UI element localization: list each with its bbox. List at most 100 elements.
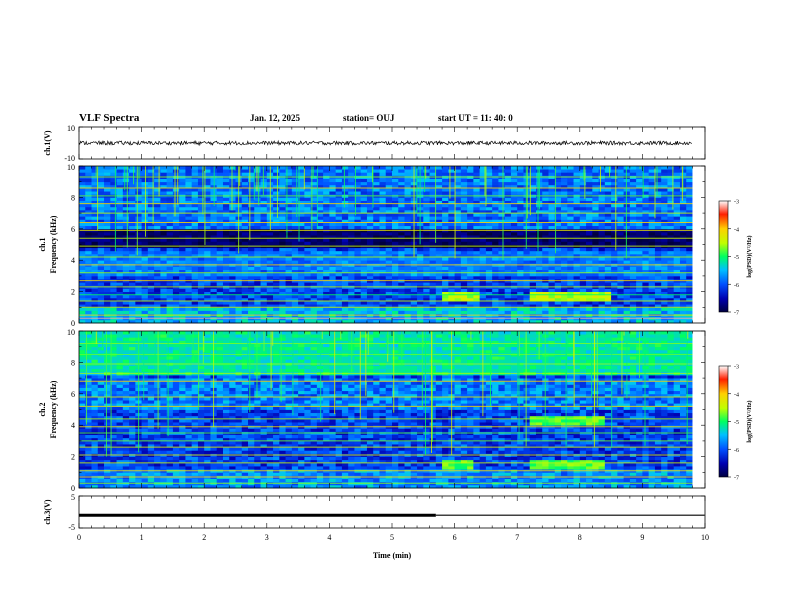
ch1-spectrogram-cell <box>241 200 249 205</box>
ch1-spectrogram-cell <box>504 203 512 208</box>
ch1-spectrogram-cell <box>385 191 393 195</box>
ch1-spectrogram-cell <box>535 260 543 264</box>
ch1-spectrogram-cell <box>623 260 631 264</box>
ch1-spectrogram-cell <box>291 238 299 242</box>
ch1-spectrogram-cell <box>104 275 111 280</box>
ch1-spectrogram-cell <box>298 301 305 305</box>
ch1-spectrogram-cell <box>510 319 518 324</box>
ch1-spectrogram-cell <box>360 191 368 195</box>
ch1-spectrogram-cell <box>166 169 174 173</box>
ch1-spectrogram-cell <box>454 209 462 214</box>
ch1-spectrogram-cell <box>604 187 612 192</box>
ch1-spectrogram-cell <box>554 181 562 186</box>
ch1-spectrogram-cell <box>623 291 631 296</box>
ch1-spectrogram-cell <box>398 172 405 176</box>
ch1-spectrogram-cell <box>191 291 199 296</box>
ch1-spectrogram-cell <box>248 169 255 173</box>
ch1-spectrogram-cell <box>679 269 687 274</box>
ch1-spectrogram-cell <box>423 187 430 192</box>
ch1-spectrogram-cell <box>636 238 643 242</box>
ch1-spectrogram-cell <box>79 225 86 230</box>
ch1-spectrogram-cell <box>79 275 86 280</box>
ch1-spectrogram-cell <box>611 216 618 220</box>
ch1-spectrogram-cell <box>542 250 549 255</box>
ch1-spectrogram-cell <box>385 307 393 311</box>
ch1-spectrogram-cell <box>116 307 124 311</box>
ch1-spectrogram-cell <box>104 238 111 242</box>
ch1-spectrogram-cell <box>122 250 130 255</box>
ch1-spectrogram-cell <box>373 301 380 305</box>
ch1-spectrogram-cell <box>604 213 612 217</box>
ch1-spectrogram-cell <box>197 319 205 324</box>
ch1-spectrogram-cell <box>460 301 468 305</box>
ch1-spectrogram-cell <box>235 253 243 258</box>
ch1-spectrogram-cell <box>579 209 587 214</box>
ch1-spectrogram-cell <box>435 275 443 280</box>
ch1-spectrogram-cell <box>179 235 186 239</box>
ch1-spectrogram-cell <box>341 257 349 261</box>
ch1-spectrogram-cell <box>316 203 324 208</box>
ch1-spectrogram-cell <box>304 253 312 258</box>
ch1-spectrogram-cell <box>285 166 293 170</box>
ch1-spectrogram-cell <box>116 297 124 302</box>
ch1-spectrogram-cell <box>623 213 631 217</box>
ch1-spectrogram-cell <box>147 253 155 258</box>
ch1-spectrogram-cell <box>686 213 693 217</box>
ch1-spectrogram-cell <box>523 219 531 223</box>
ch1-spectrogram-cell <box>191 288 199 292</box>
ch1-spectrogram-cell <box>623 184 631 189</box>
ch1-spectrogram-cell <box>561 209 568 214</box>
ch1-spectrogram-cell <box>485 260 493 264</box>
ch1-spectrogram-cell <box>179 169 186 173</box>
ch1-spectrogram-cell <box>254 206 261 211</box>
ch1-spectrogram-cell <box>229 257 236 261</box>
ch1-spectrogram-cell <box>335 307 343 311</box>
ch1-spectrogram-cell <box>248 250 255 255</box>
ch1-spectrogram-cell <box>110 307 117 311</box>
ch1-spectrogram-cell <box>592 250 599 255</box>
ch1-spectrogram-cell <box>392 275 399 280</box>
ch1-spectrogram-cell <box>110 238 117 242</box>
ch1-spectrogram-cell <box>510 213 518 217</box>
ch1-spectrogram-cell <box>279 301 286 305</box>
ch1-spectrogram-cell <box>216 282 224 286</box>
ch1-spectrogram-cell <box>310 272 318 277</box>
ch1-spectrogram-cell <box>141 307 149 311</box>
ch1-spectrogram-cell <box>116 235 124 239</box>
ch1-spectrogram-cell <box>273 272 280 277</box>
ch1-spectrogram-cell <box>191 200 199 205</box>
ch1-spectrogram-cell <box>648 209 656 214</box>
ch1-spectrogram-cell <box>579 272 587 277</box>
ch1-spectrogram-cell <box>617 197 625 201</box>
ch1-spectrogram-cell <box>573 241 581 245</box>
ch1-spectrogram-cell <box>667 222 675 227</box>
ch1-spectrogram-cell <box>667 269 675 274</box>
ch1-spectrogram-cell <box>604 304 612 308</box>
ch1-spectrogram-cell <box>97 231 105 236</box>
ch1-spectrogram-cell <box>254 294 261 299</box>
ch1-spectrogram-cell <box>360 238 368 242</box>
ch1-spectrogram-cell <box>642 319 650 324</box>
ch1-spectrogram-cell <box>122 166 130 170</box>
ch1-spectrogram-cell <box>166 288 174 292</box>
ch1-spectrogram-cell <box>623 216 631 220</box>
ch1-spectrogram-cell <box>629 253 637 258</box>
ch1-spectrogram-cell <box>442 191 449 195</box>
ch1-spectrogram-cell <box>442 266 449 271</box>
ch1-spectrogram-cell <box>266 266 274 271</box>
ch1-spectrogram-cell <box>222 191 230 195</box>
ch1-spectrogram-cell <box>460 266 468 271</box>
ch1-spectrogram-cell <box>535 250 543 255</box>
ch1-spectrogram-cell <box>185 307 193 311</box>
ch1-spectrogram-cell <box>85 310 92 314</box>
ch1-spectrogram-cell <box>310 219 318 223</box>
ch1-spectrogram-cell <box>535 319 543 324</box>
ch1-spectrogram-cell <box>410 275 418 280</box>
ch1-spectrogram-cell <box>154 310 161 314</box>
ch1-spectrogram-cell <box>329 169 337 173</box>
ch1-spectrogram-cell <box>504 166 512 170</box>
ch1-spectrogram-cell <box>529 235 537 239</box>
ch1-spectrogram-cell <box>523 297 531 302</box>
ch1-spectrogram-cell <box>448 219 455 223</box>
ch1-spectrogram-cell <box>91 288 99 292</box>
